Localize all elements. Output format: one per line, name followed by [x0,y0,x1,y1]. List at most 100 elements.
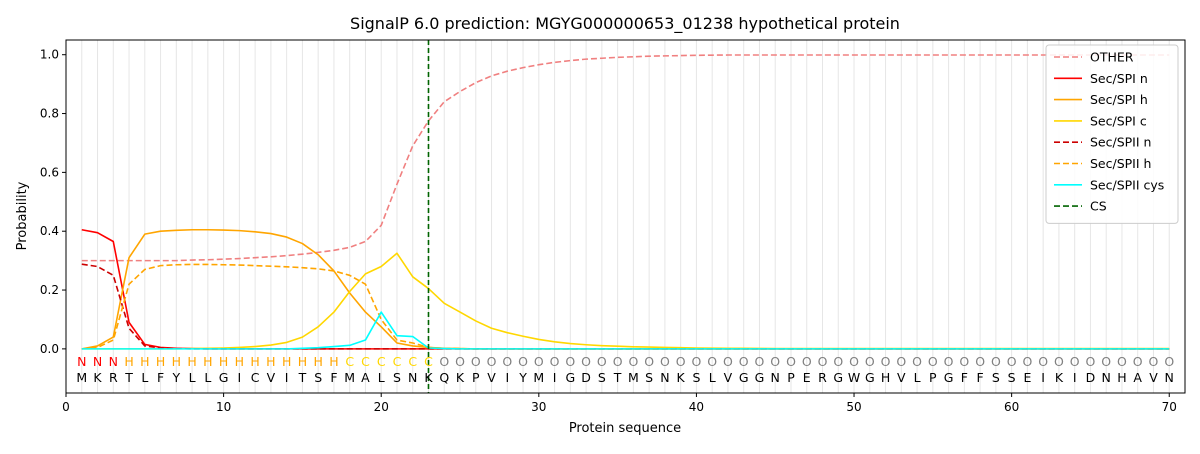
legend-label: Sec/SPII h [1090,156,1151,171]
grid [81,40,1170,393]
residue-label: P [787,370,795,385]
residue-label: D [1086,370,1096,385]
region-label: O [534,354,544,369]
y-axis: 0.0 0.2 0.4 0.6 0.8 1.0 [40,48,66,356]
x-tick-label: 60 [1004,400,1019,414]
region-label: O [550,354,560,369]
y-axis-label: Probability [15,181,30,250]
region-label: H [187,354,196,369]
residue-label: G [565,370,575,385]
x-axis: 0 10 20 30 40 50 60 70 [62,393,1177,414]
region-label: H [298,354,307,369]
residue-label: I [553,370,557,385]
residue-label: N [408,370,417,385]
residue-label: V [267,370,276,385]
region-label: O [455,354,465,369]
residue-label: V [487,370,496,385]
residue-label: R [818,370,827,385]
region-label: H [250,354,259,369]
region-label: C [377,354,386,369]
residue-label: S [598,370,606,385]
series-line-other [81,54,1170,262]
residue-label: I [1041,370,1045,385]
residue-label: T [613,370,622,385]
region-label: O [676,354,686,369]
region-label: O [833,354,843,369]
residue-label: T [124,370,133,385]
x-tick-label: 30 [531,400,546,414]
region-label: O [1022,354,1032,369]
region-label: O [487,354,497,369]
region-label: H [124,354,133,369]
chart-title: SignalP 6.0 prediction: MGYG000000653_01… [350,14,900,34]
residue-label: F [157,370,164,385]
residue-label: A [1133,370,1142,385]
region-label: O [628,354,638,369]
residue-label: E [1023,370,1031,385]
legend-label: Sec/SPI h [1090,92,1148,107]
region-label: O [723,354,733,369]
residue-label: V [1149,370,1158,385]
region-label: O [865,354,875,369]
residue-label: Y [518,370,527,385]
region-label: C [345,354,354,369]
residue-label: G [755,370,765,385]
residue-label: C [251,370,260,385]
residue-label: M [76,370,87,385]
region-label: O [502,354,512,369]
y-tick-label: 0.4 [40,224,59,238]
region-label: H [219,354,228,369]
y-tick-label: 0.0 [40,342,59,356]
region-label: O [660,354,670,369]
residue-label: W [848,370,860,385]
region-label: N [109,354,118,369]
series-line-sec-spii-cys [81,311,1170,350]
residue-label: G [865,370,875,385]
region-label: O [975,354,985,369]
region-label: O [613,354,623,369]
region-label: O [802,354,812,369]
residue-label: H [881,370,890,385]
residue-label: N [660,370,669,385]
residue-label: L [141,370,148,385]
legend-label: Sec/SPI c [1090,113,1147,128]
residue-label: S [692,370,700,385]
region-label: O [1038,354,1048,369]
residue-label: F [961,370,968,385]
residue-label: R [109,370,118,385]
legend-label: Sec/SPII n [1090,135,1151,150]
region-label: H [313,354,322,369]
x-tick-label: 20 [374,400,389,414]
residue-label: G [944,370,954,385]
region-label: O [944,354,954,369]
region-label: O [881,354,891,369]
residue-label: A [361,370,370,385]
region-label: O [565,354,575,369]
region-label: O [786,354,796,369]
residue-label: T [298,370,307,385]
region-label: C [393,354,402,369]
y-tick-label: 0.8 [40,107,59,121]
x-axis-label: Protein sequence [569,421,681,436]
region-label: O [928,354,938,369]
region-label: O [1164,354,1174,369]
region-label: O [1007,354,1017,369]
residue-label: S [314,370,322,385]
region-label: O [692,354,702,369]
region-label: O [896,354,906,369]
residue-label: Y [172,370,181,385]
residue-label: G [739,370,749,385]
residue-label: Q [439,370,449,385]
residue-label: M [344,370,355,385]
residue-label: M [628,370,639,385]
region-label: H [282,354,291,369]
region-label: O [1086,354,1096,369]
region-label: O [959,354,969,369]
residue-label: V [897,370,906,385]
x-tick-label: 40 [689,400,704,414]
residue-label: M [533,370,544,385]
series-line-sec-spii-n [81,263,1170,350]
residue-label: H [1117,370,1126,385]
